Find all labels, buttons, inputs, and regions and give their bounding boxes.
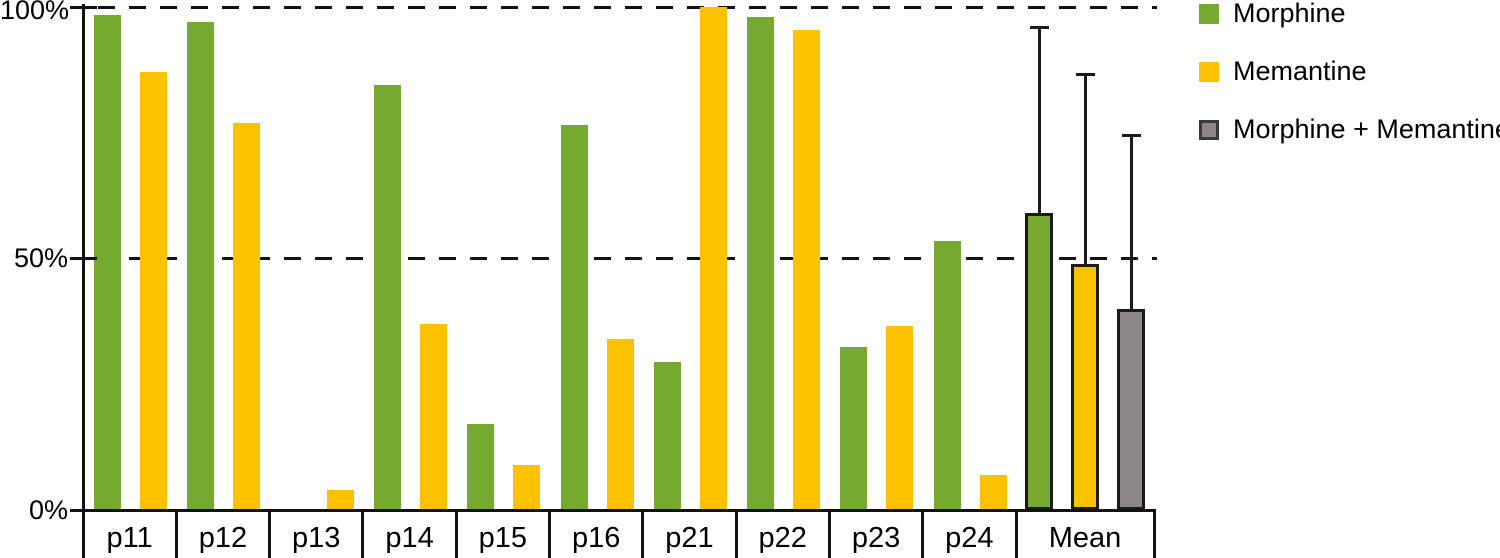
bar-memantine-p15	[513, 464, 541, 510]
category-box-divider	[1014, 510, 1018, 558]
category-label-p16: p16	[571, 522, 621, 554]
category-box-divider	[454, 510, 458, 558]
bar-memantine-p16	[606, 338, 634, 510]
morphine-memantine-color-swatch	[1199, 119, 1219, 140]
bar-memantine-p14	[419, 323, 447, 510]
category-box-divider	[641, 510, 645, 558]
bar-morphine-p14	[373, 84, 401, 510]
category-label-p13: p13	[292, 522, 341, 554]
memantine-color-swatch	[1199, 61, 1219, 82]
bar-morphine-p23	[840, 346, 868, 510]
legend-label-morphine-memantine: Morphine + Memantine	[1233, 114, 1500, 144]
bar-morphine-p16	[560, 125, 588, 510]
error-bar-line	[1129, 135, 1133, 309]
category-label-p12: p12	[198, 522, 248, 554]
bar-memantine-p12	[233, 122, 261, 510]
bar-memantine-p13	[326, 489, 354, 510]
y-axis-tick-100pct	[70, 5, 97, 9]
bar-morphine-p15	[467, 424, 495, 510]
bar-morphine-p22	[747, 17, 775, 510]
category-box-divider	[174, 510, 178, 558]
x-axis-line	[81, 508, 1156, 512]
category-label-p11: p11	[106, 522, 153, 554]
mean-bar-morphine-memantine	[1117, 308, 1145, 510]
error-bar-line	[1083, 74, 1087, 264]
bar-morphine-p21	[653, 361, 681, 510]
legend-item-memantine: Memantine	[1199, 56, 1500, 86]
legend-label-morphine: Morphine	[1233, 0, 1346, 28]
category-label-p21: p21	[665, 522, 714, 554]
ytick-label-100: 100%	[0, 0, 70, 25]
category-label-p22: p22	[758, 522, 807, 554]
mean-bar-morphine	[1025, 213, 1053, 510]
category-box-divider	[827, 510, 831, 558]
bar-memantine-p22	[793, 29, 821, 510]
bar-memantine-p24	[979, 474, 1007, 510]
legend-item-morphine-memantine: Morphine + Memantine	[1199, 114, 1500, 144]
category-box-divider	[81, 510, 85, 558]
category-box-divider	[1152, 510, 1156, 558]
y-axis-line	[81, 4, 85, 558]
error-bar-cap	[1075, 73, 1095, 77]
bar-memantine-p11	[140, 72, 167, 510]
bar-memantine-p21	[699, 7, 727, 510]
category-box-divider	[361, 510, 365, 558]
mean-bar-memantine	[1071, 263, 1099, 510]
category-label-p14: p14	[385, 522, 434, 554]
category-label-p23: p23	[851, 522, 901, 554]
legend-item-morphine: Morphine	[1199, 0, 1500, 28]
morphine-color-swatch	[1199, 3, 1219, 24]
category-box-divider	[921, 510, 925, 558]
category-box-divider	[734, 510, 738, 558]
category-label-p24: p24	[945, 522, 994, 554]
error-bar-cap	[1029, 25, 1049, 29]
ytick-label-0: 0%	[28, 495, 68, 525]
gridline-50pct	[98, 257, 1157, 260]
error-bar-line	[1037, 27, 1041, 214]
category-box-divider	[268, 510, 272, 558]
y-axis-tick-50pct	[70, 257, 97, 260]
category-box-divider	[548, 510, 551, 558]
category-label-p15: p15	[478, 522, 528, 554]
ytick-label-50: 50%	[13, 243, 68, 273]
category-label-mean: Mean	[1048, 522, 1122, 554]
gridline-100pct	[98, 5, 1157, 9]
legend: Morphine Memantine Morphine + Memantine	[1199, 0, 1500, 144]
legend-label-memantine: Memantine	[1233, 56, 1367, 86]
bar-memantine-p23	[886, 326, 914, 510]
bar-morphine-p24	[933, 240, 961, 510]
bar-morphine-p12	[187, 22, 215, 510]
bar-morphine-p11	[94, 14, 121, 510]
error-bar-cap	[1121, 133, 1141, 137]
